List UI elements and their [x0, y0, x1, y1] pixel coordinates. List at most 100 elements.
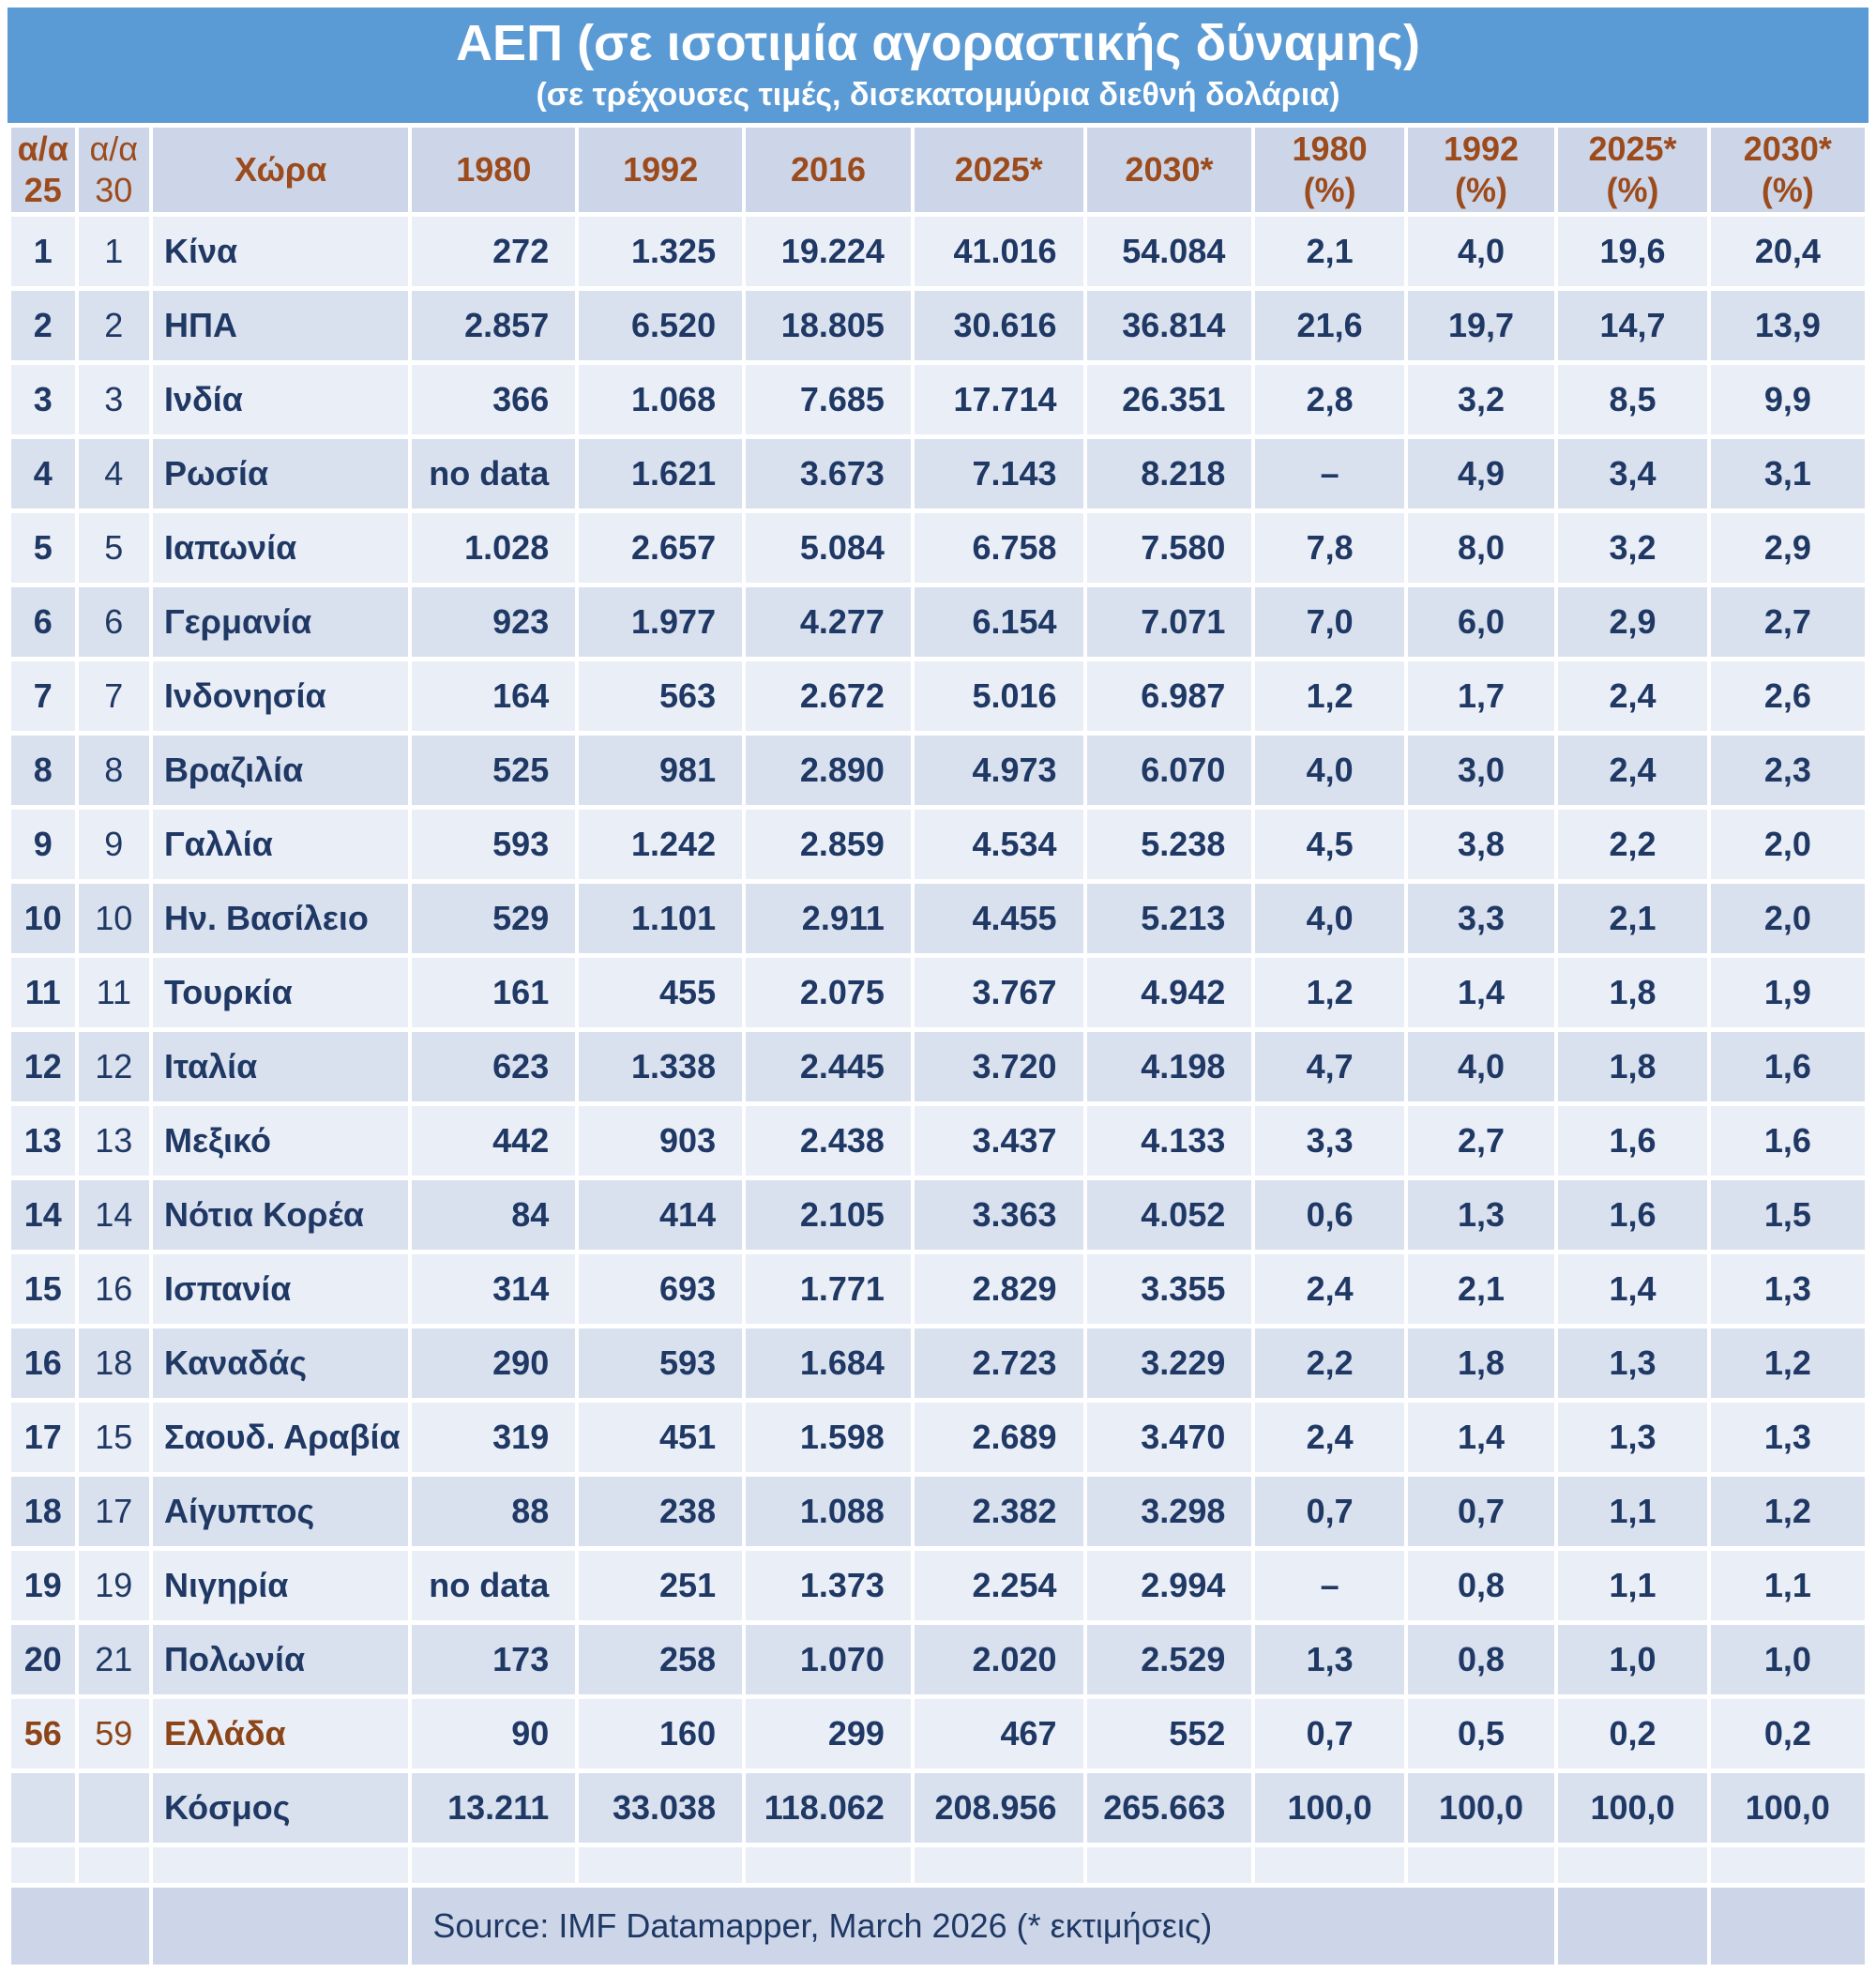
cell-y2016: 1.771 [746, 1254, 911, 1324]
cell-y2025: 5.016 [914, 661, 1083, 731]
footer-cell-right-2 [1710, 1888, 1865, 1965]
cell-country: Ην. Βασίλειο [152, 884, 409, 953]
cell-y2025: 3.720 [914, 1032, 1083, 1101]
cell-p2025: 14,7 [1558, 291, 1707, 360]
table-row: 16 18 Καναδάς 290 593 1.684 2.723 3.229 2,2 1,8 1,… [11, 1328, 1865, 1398]
cell-y1992: 1.101 [579, 884, 743, 953]
cell-y2016: 1.684 [746, 1328, 911, 1398]
cell-country: ΗΠΑ [152, 291, 409, 360]
cell-y2016: 19.224 [746, 217, 911, 286]
header-cell-y1992: 1992 [579, 128, 743, 212]
cell-rank25: 56 [11, 1699, 75, 1768]
header-cell-p1992: 1992 (%) [1407, 128, 1555, 212]
table-row: 13 13 Μεξικό 442 903 2.438 3.437 4.133 3,3 2,7 1,6… [11, 1106, 1865, 1176]
cell-y1980: 173 [412, 1625, 576, 1694]
cell-y2025: 41.016 [914, 217, 1083, 286]
cell-y2025: 2.254 [914, 1551, 1083, 1620]
cell-rank25: 14 [11, 1180, 75, 1250]
cell-y2030: 4.198 [1086, 1032, 1252, 1101]
cell-p1980: 2,4 [1255, 1254, 1404, 1324]
cell-country: Σαουδ. Αραβία [152, 1403, 409, 1472]
cell-y1992: 1.338 [579, 1032, 743, 1101]
cell-y1992: 6.520 [579, 291, 743, 360]
cell-p2030: 3,1 [1710, 439, 1865, 508]
cell-y1992: 1.242 [579, 810, 743, 879]
cell-p2025: 1,1 [1558, 1477, 1707, 1546]
cell-p2025: 2,2 [1558, 810, 1707, 879]
cell-rank30: 15 [78, 1403, 149, 1472]
footer-cell-left [11, 1888, 149, 1965]
table-row: 19 19 Νιγηρία no data 251 1.373 2.254 2.994–0,8… [11, 1551, 1865, 1620]
cell-p1980: 2,1 [1255, 217, 1404, 286]
header-cell-rank30: α/α 30 [78, 128, 149, 212]
cell-p2025: 1,3 [1558, 1403, 1707, 1472]
cell-rank30: 19 [78, 1551, 149, 1620]
cell-y2016: 2.438 [746, 1106, 911, 1176]
cell-p1980: 4,0 [1255, 736, 1404, 805]
cell-p2030: 9,9 [1710, 365, 1865, 434]
cell-country: Βραζιλία [152, 736, 409, 805]
cell-rank30: 11 [78, 958, 149, 1027]
cell-rank25: 7 [11, 661, 75, 731]
table-row: 8 8 Βραζιλία 525 981 2.890 4.973 6.070 4,0 3,0 2,4… [11, 736, 1865, 805]
cell-y2030: 54.084 [1086, 217, 1252, 286]
cell-p2030: 1,0 [1710, 1625, 1865, 1694]
cell-y1992: 451 [579, 1403, 743, 1472]
cell-country: Νιγηρία [152, 1551, 409, 1620]
table-row: 18 17 Αίγυπτος 88 238 1.088 2.382 3.298 0,7 0,7 1,… [11, 1477, 1865, 1546]
cell-y2016: 2.911 [746, 884, 911, 953]
header-cell-country: Χώρα [152, 128, 409, 212]
cell-rank30: 2 [78, 291, 149, 360]
cell-p1992: 3,2 [1407, 365, 1555, 434]
cell-y1992: 258 [579, 1625, 743, 1694]
cell-y2025: 2.020 [914, 1625, 1083, 1694]
table-row: 4 4 Ρωσία no data 1.621 3.673 7.143 8.218–4,9 3,… [11, 439, 1865, 508]
cell-country: Αίγυπτος [152, 1477, 409, 1546]
cell-y2030: 265.663 [1086, 1773, 1252, 1843]
cell-y2016: 3.673 [746, 439, 911, 508]
cell-y1992: 1.621 [579, 439, 743, 508]
cell-y1992: 33.038 [579, 1773, 743, 1843]
header-cell-y2016: 2016 [746, 128, 911, 212]
cell-y2030: 6.070 [1086, 736, 1252, 805]
cell-y1992: 593 [579, 1328, 743, 1398]
cell-y1980: 525 [412, 736, 576, 805]
cell-rank30: 13 [78, 1106, 149, 1176]
cell-rank25: 19 [11, 1551, 75, 1620]
cell-p2025: 0,2 [1558, 1699, 1707, 1768]
cell-p1992: 1,8 [1407, 1328, 1555, 1398]
table-body: 1 1 Κίνα 272 1.325 19.224 41.016 54.084 2,1 4,0 19… [11, 217, 1865, 1843]
cell-rank25: 11 [11, 958, 75, 1027]
cell-p2030: 13,9 [1710, 291, 1865, 360]
cell-p2030: 2,0 [1710, 810, 1865, 879]
cell-p2030: 1,9 [1710, 958, 1865, 1027]
table-title-band: ΑΕΠ (σε ισοτιμία αγοραστικής δύναμης) (σ… [8, 8, 1868, 123]
cell-country: Γερμανία [152, 587, 409, 657]
spacer-row [11, 1847, 1865, 1883]
cell-rank25: 3 [11, 365, 75, 434]
cell-p1992: 3,3 [1407, 884, 1555, 953]
cell-rank25: 13 [11, 1106, 75, 1176]
cell-rank25: 5 [11, 513, 75, 583]
cell-country: Κίνα [152, 217, 409, 286]
cell-p2025: 1,8 [1558, 1032, 1707, 1101]
cell-y1980: 290 [412, 1328, 576, 1398]
cell-y1992: 238 [579, 1477, 743, 1546]
cell-p2030: 1,1 [1710, 1551, 1865, 1620]
cell-p1992: 4,0 [1407, 1032, 1555, 1101]
cell-rank25: 1 [11, 217, 75, 286]
cell-p2025: 1,4 [1558, 1254, 1707, 1324]
cell-y2030: 26.351 [1086, 365, 1252, 434]
cell-y1992: 563 [579, 661, 743, 731]
cell-rank30: 1 [78, 217, 149, 286]
cell-y1980: 923 [412, 587, 576, 657]
cell-y2016: 2.890 [746, 736, 911, 805]
table-row: 3 3 Ινδία 366 1.068 7.685 17.714 26.351 2,8 3,2 8,… [11, 365, 1865, 434]
header-cell-rank25: α/α 25 [11, 128, 75, 212]
table-row: 5 5 Ιαπωνία 1.028 2.657 5.084 6.758 7.580 7,8 8,0… [11, 513, 1865, 583]
cell-p2030: 100,0 [1710, 1773, 1865, 1843]
cell-rank30: 4 [78, 439, 149, 508]
cell-p1992: 100,0 [1407, 1773, 1555, 1843]
cell-y2016: 118.062 [746, 1773, 911, 1843]
cell-p1992: 0,5 [1407, 1699, 1555, 1768]
